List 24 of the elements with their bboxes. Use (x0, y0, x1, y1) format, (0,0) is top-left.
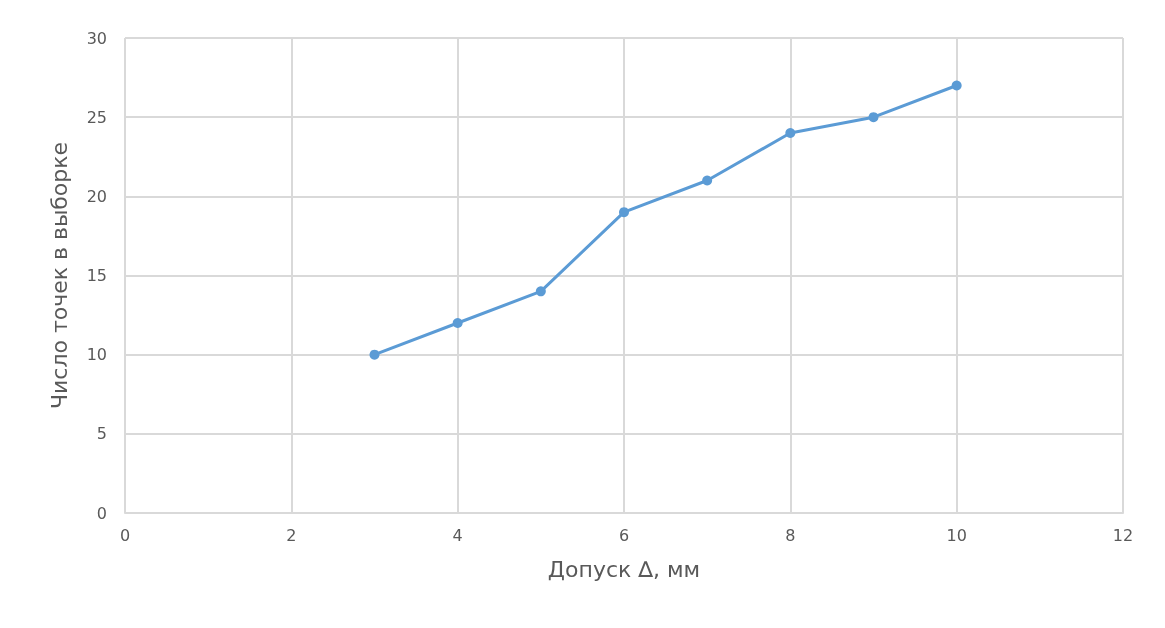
point (535, 286, 546, 297)
x-tick-label: 0 (119, 525, 131, 545)
y-axis-title: Число точек в выборке (46, 141, 72, 410)
y-tick-label: 0 (96, 503, 107, 523)
x-axis-title: Допуск ∆, мм (547, 556, 701, 582)
y-tick-label: 5 (96, 424, 107, 444)
x-tick-label: 12 (1112, 525, 1134, 545)
x-tick-label: 6 (618, 525, 630, 545)
point (369, 349, 380, 360)
y-tick-label: 10 (86, 345, 107, 365)
point (452, 318, 463, 328)
y-tick-label: 20 (86, 186, 107, 206)
point (785, 128, 796, 138)
y-tick-label: 15 (86, 266, 107, 285)
x-tick-label: 10 (946, 525, 967, 545)
point (868, 112, 879, 123)
x-tick-label: 4 (452, 525, 463, 545)
point (951, 80, 962, 91)
point (619, 207, 629, 218)
y-tick-label: 25 (86, 107, 107, 127)
x-tick-label: 8 (785, 525, 796, 545)
point (702, 175, 713, 186)
x-tick-label: 2 (286, 525, 297, 545)
y-tick-label: 30 (86, 28, 107, 48)
